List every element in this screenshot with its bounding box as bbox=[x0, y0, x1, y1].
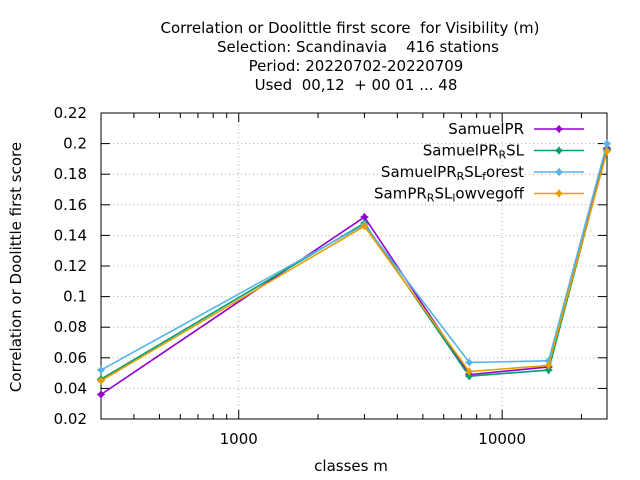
legend-swatch-marker bbox=[554, 146, 564, 155]
y-tick-label: 0.02 bbox=[54, 410, 87, 428]
legend-swatch-marker bbox=[554, 124, 564, 134]
legend-swatch-marker bbox=[554, 189, 564, 198]
legend-entry-3: SamuelPRRSLforest bbox=[381, 163, 584, 183]
series-3 bbox=[96, 139, 612, 375]
data-point bbox=[464, 367, 474, 376]
series-4 bbox=[96, 146, 612, 386]
series-2 bbox=[96, 145, 612, 384]
y-tick-label: 0.08 bbox=[54, 318, 87, 336]
y-tick-label: 0.12 bbox=[54, 257, 87, 275]
data-point bbox=[96, 365, 106, 375]
y-tick-label: 0.1 bbox=[63, 288, 87, 306]
data-point bbox=[602, 146, 612, 156]
series-group bbox=[96, 139, 612, 399]
legend-entry-1: SamuelPR bbox=[448, 120, 584, 138]
data-point bbox=[360, 212, 369, 222]
legend-swatch-marker bbox=[554, 167, 564, 177]
series-line bbox=[100, 149, 608, 380]
y-tick-label: 0.04 bbox=[54, 379, 87, 397]
title-line-4: Used 00,12 + 00 01 ... 48 bbox=[255, 76, 458, 94]
title-line-1: Correlation or Doolittle first score for… bbox=[160, 19, 539, 37]
x-tick-label: 1000 bbox=[220, 430, 258, 448]
y-axis-label: Correlation or Doolittle first score bbox=[7, 142, 25, 392]
title-line-2: Selection: Scandinavia 416 stations bbox=[217, 38, 499, 56]
y-tick-label: 0.06 bbox=[54, 349, 87, 367]
grid bbox=[101, 113, 607, 419]
plot-border bbox=[100, 112, 608, 420]
series-1 bbox=[96, 143, 612, 399]
y-tick-label: 0.18 bbox=[54, 165, 87, 183]
y-tick-label: 0.14 bbox=[54, 226, 87, 244]
data-point bbox=[96, 390, 106, 399]
title-line-3: Period: 20220702-20220709 bbox=[249, 57, 464, 75]
data-point bbox=[602, 139, 612, 148]
chart-title: Correlation or Doolittle first score for… bbox=[160, 19, 539, 94]
y-tick-label: 0.16 bbox=[54, 196, 87, 214]
legend-entry-2: SamuelPRRSL bbox=[423, 142, 584, 162]
legend-entry-4: SamPRRSLlowvegoff bbox=[374, 185, 584, 205]
legend-label: SamuelPR bbox=[448, 120, 524, 138]
legend-label: SamPRRSLlowvegoff bbox=[374, 185, 525, 205]
y-tick-label: 0.22 bbox=[54, 104, 87, 122]
x-axis-label: classes m bbox=[314, 457, 388, 475]
axes: 0.02 0.04 0.06 0.08 0.1 0.12 0.14 0.16 0.18 0.2 0.… bbox=[54, 104, 608, 448]
data-point bbox=[360, 221, 369, 231]
data-point bbox=[464, 358, 474, 367]
legend-label: SamuelPRRSL bbox=[423, 142, 525, 162]
legend: SamuelPR SamuelPRRSLSamuelPRRSLforestSamP… bbox=[374, 120, 584, 205]
data-point bbox=[544, 361, 553, 370]
x-tick-label: 10000 bbox=[478, 430, 526, 448]
y-tick-label: 0.2 bbox=[63, 135, 87, 153]
legend-label: SamuelPRRSLforest bbox=[381, 163, 524, 183]
data-point bbox=[96, 376, 106, 386]
